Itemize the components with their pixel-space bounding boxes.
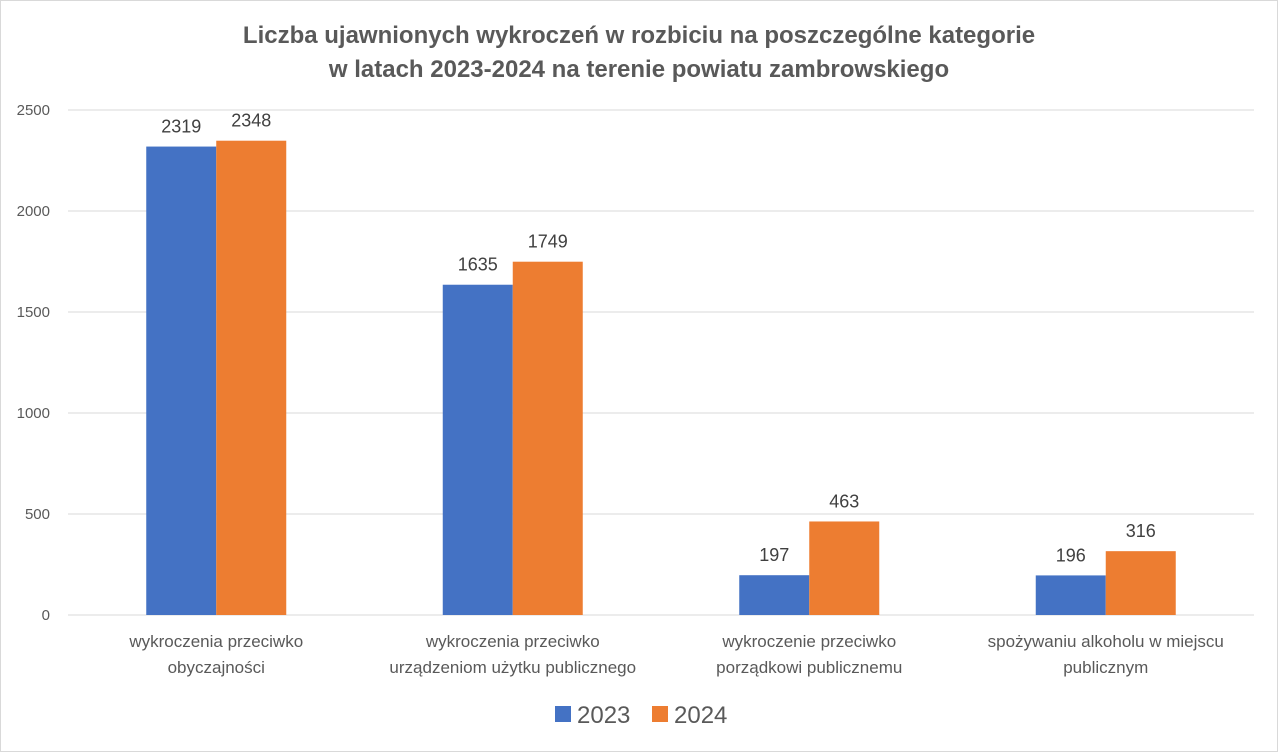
y-tick-label: 1500 <box>17 304 50 321</box>
data-label: 2348 <box>231 111 271 131</box>
data-label: 1749 <box>528 232 568 252</box>
data-label: 463 <box>829 491 859 511</box>
y-tick-label: 2500 <box>17 102 50 119</box>
bar-2024 <box>809 521 880 615</box>
category-label: wykroczenia przeciwko <box>425 632 600 651</box>
category-label: urządzeniom użytku publicznego <box>389 658 636 677</box>
legend-label: 2024 <box>674 702 727 729</box>
legend-swatch-2023 <box>555 706 571 722</box>
category-label: wykroczenie przeciwko <box>721 632 896 651</box>
data-label: 196 <box>1056 545 1086 565</box>
y-tick-label: 500 <box>25 506 50 523</box>
bar-2024 <box>512 261 583 615</box>
data-label: 2319 <box>161 117 201 137</box>
bar-2023 <box>146 146 217 615</box>
category-label: obyczajności <box>168 658 265 677</box>
bar-2023 <box>739 575 810 615</box>
bar-2024 <box>1105 551 1176 615</box>
category-label: publicznym <box>1063 658 1148 677</box>
y-tick-label: 2000 <box>17 203 50 220</box>
category-label: porządkowi publicznemu <box>716 658 902 677</box>
y-tick-label: 1000 <box>17 405 50 422</box>
chart-title-line-1: Liczba ujawnionych wykroczeń w rozbiciu … <box>242 22 1036 49</box>
data-label: 1635 <box>458 255 498 275</box>
bar-2023 <box>1035 575 1106 615</box>
legend-label: 2023 <box>577 702 630 729</box>
legend-swatch-2024 <box>652 706 668 722</box>
data-label: 316 <box>1126 521 1156 541</box>
bar-2024 <box>216 140 287 616</box>
data-label: 197 <box>759 545 789 565</box>
category-label: wykroczenia przeciwko <box>128 632 303 651</box>
category-label: spożywaniu alkoholu w miejscu <box>988 632 1224 651</box>
y-tick-label: 0 <box>42 607 50 624</box>
chart-title-line-2: w latach 2023-2024 na terenie powiatu za… <box>328 56 950 83</box>
bar-2023 <box>442 284 513 615</box>
